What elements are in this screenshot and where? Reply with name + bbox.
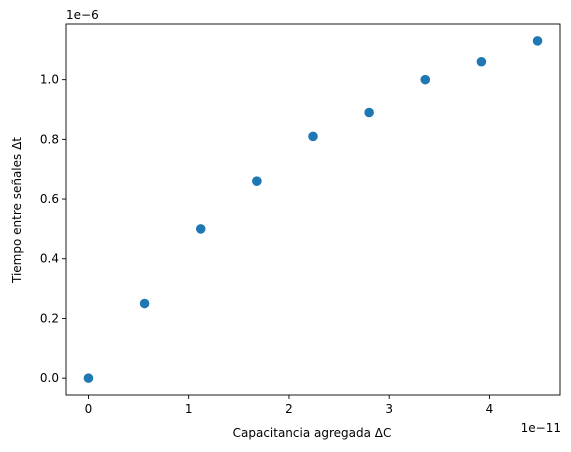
plot-frame xyxy=(65,23,561,396)
y-tick-label: 0.4 xyxy=(40,252,59,266)
y-tick-label: 0.2 xyxy=(40,311,59,325)
plot-area xyxy=(83,36,543,383)
data-point xyxy=(364,107,374,118)
data-point xyxy=(195,224,206,234)
y-offset-label: 1e−6 xyxy=(66,8,99,22)
data-point xyxy=(139,298,150,309)
x-tick-label: 4 xyxy=(486,402,494,416)
axes: 0 1 2 3 4 0.0 0.2 0.4 0.6 0.8 1.0 xyxy=(40,23,561,416)
x-axis-label: Capacitancia agregada ΔC xyxy=(233,426,392,440)
data-point xyxy=(420,74,431,85)
data-point xyxy=(532,36,543,46)
y-axis-label: Tiempo entre señales Δt xyxy=(10,137,24,284)
y-tick-label: 0.0 xyxy=(40,371,59,385)
data-point xyxy=(252,176,262,186)
data-point xyxy=(476,56,487,67)
data-point xyxy=(83,373,94,383)
y-tick-label: 0.6 xyxy=(40,192,59,206)
y-tick-label: 0.8 xyxy=(40,132,59,146)
x-offset-label: 1e−11 xyxy=(521,421,561,435)
data-point xyxy=(308,131,318,142)
x-tick-label: 0 xyxy=(85,402,93,416)
x-tick-label: 1 xyxy=(185,402,193,416)
x-tick-label: 2 xyxy=(285,402,293,416)
y-tick-label: 1.0 xyxy=(40,73,59,87)
x-tick-label: 3 xyxy=(385,402,393,416)
